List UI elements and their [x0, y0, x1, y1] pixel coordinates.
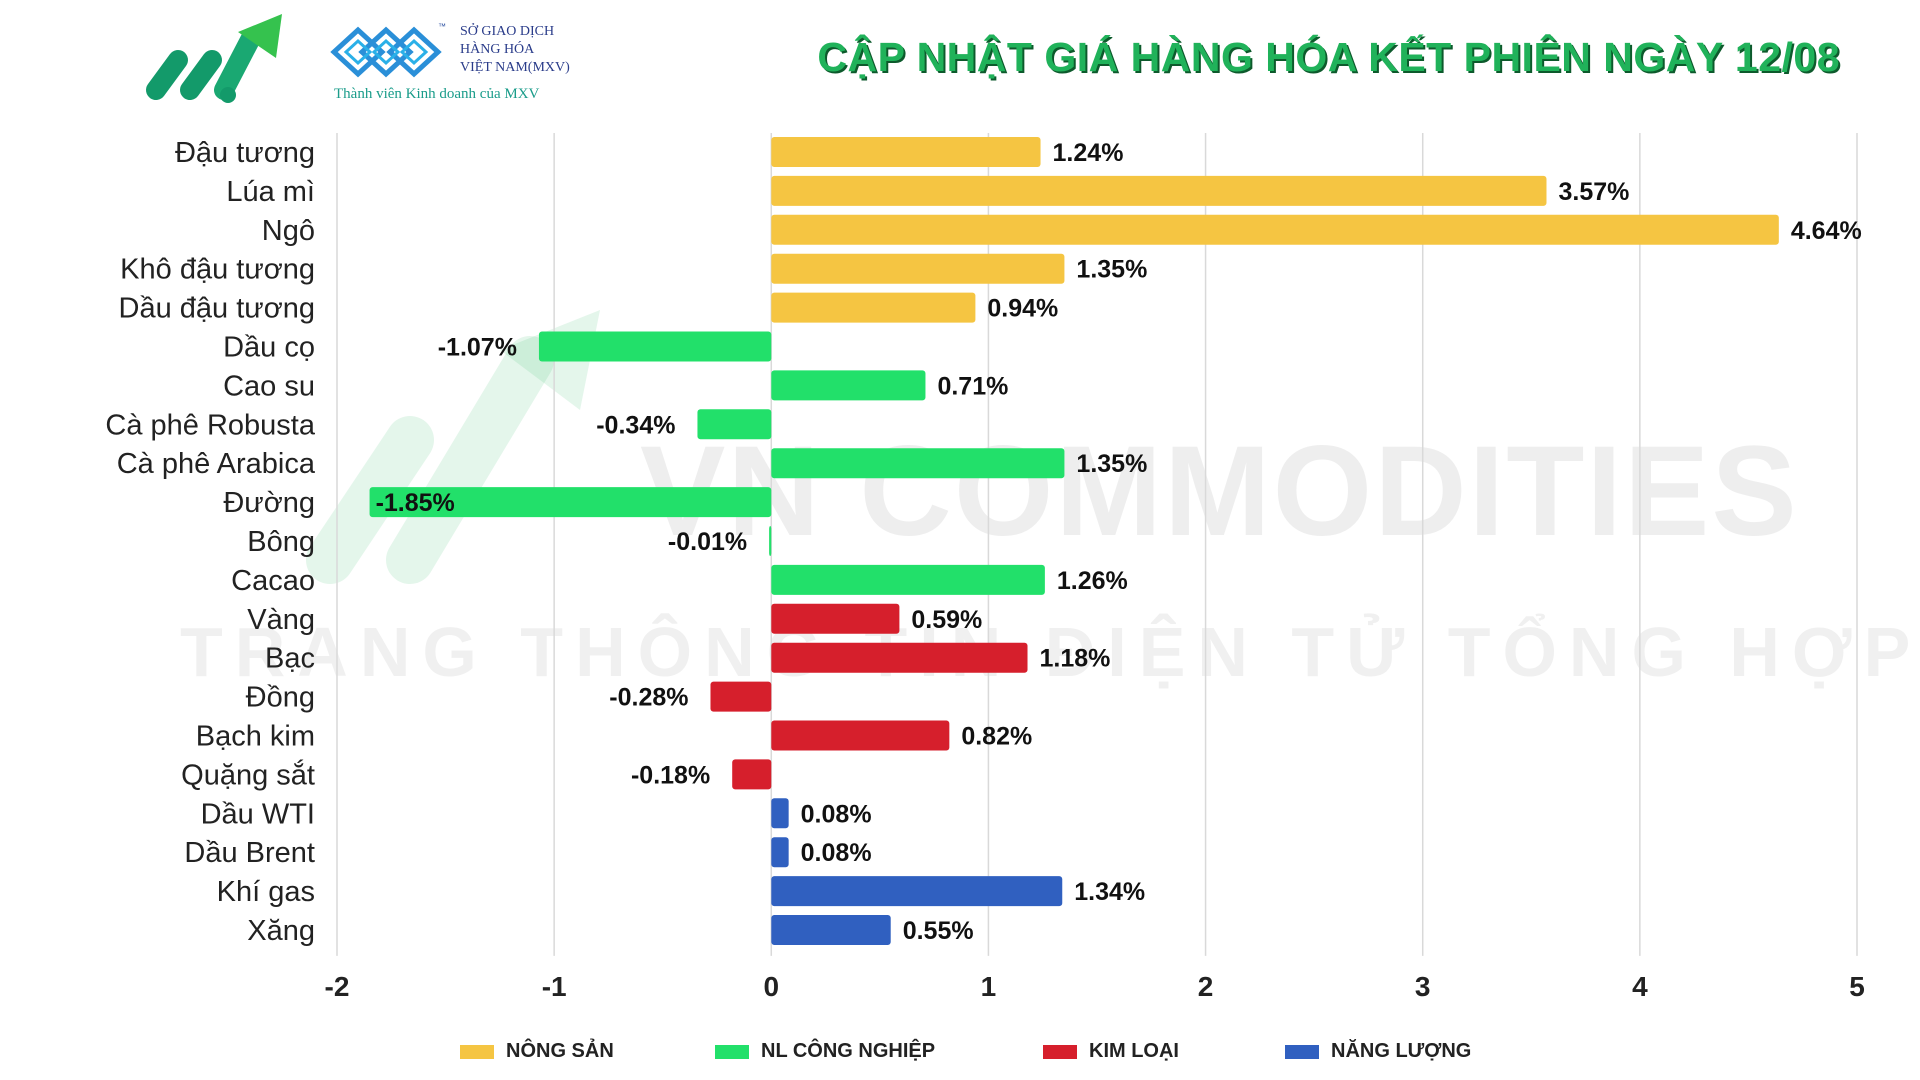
- category-label: Dầu cọ: [223, 332, 315, 364]
- category-label: Ngô: [262, 215, 315, 247]
- data-label: 0.55%: [903, 917, 974, 945]
- category-label: Quặng sắt: [181, 758, 315, 791]
- mxv-trademark: ™: [438, 22, 446, 31]
- data-label: -1.85%: [376, 489, 455, 517]
- category-label: Đậu tương: [175, 137, 315, 169]
- bar-7: [771, 370, 926, 401]
- bar-11: [769, 526, 772, 556]
- mxv-name-line2: HÀNG HÓA: [460, 42, 535, 57]
- data-label: -0.28%: [609, 684, 688, 712]
- x-tick-label: 4: [1632, 971, 1648, 1002]
- legend-item: NĂNG LƯỢNG: [1285, 1040, 1471, 1063]
- bar-2: [771, 175, 1547, 206]
- mxv-name-line1: SỞ GIAO DỊCH: [460, 24, 555, 39]
- legend-item: NL CÔNG NGHIỆP: [715, 1040, 935, 1063]
- data-label: 1.35%: [1076, 256, 1147, 284]
- data-label: -0.18%: [631, 761, 710, 789]
- category-label: Cacao: [231, 565, 315, 597]
- watermark-main: VN COMMODITIES: [640, 420, 1799, 563]
- bar-12: [771, 564, 1045, 595]
- bar-17: [732, 759, 772, 790]
- category-label: Đồng: [246, 682, 315, 714]
- bar-1: [771, 137, 1041, 167]
- data-label: 0.08%: [801, 839, 872, 867]
- category-label: Cao su: [223, 370, 315, 402]
- page-title: CẬP NHẬT GIÁ HÀNG HÓA KẾT PHIÊN NGÀY 12/…: [817, 34, 1840, 80]
- x-tick-label: -2: [325, 971, 350, 1002]
- legend-label: NÔNG SẢN: [506, 1040, 614, 1062]
- mxv-logo: ™ SỞ GIAO DỊCH HÀNG HÓA VIỆT NAM(MXV) Th…: [330, 22, 590, 112]
- data-label: 1.26%: [1057, 567, 1128, 595]
- data-label: 0.82%: [961, 723, 1032, 751]
- bar-19: [771, 837, 789, 868]
- x-tick-label: 1: [981, 971, 997, 1002]
- data-label: -0.01%: [668, 528, 747, 556]
- legend: NÔNG SẢN NL CÔNG NGHIỆP KIM LOẠI NĂNG LƯỢNG: [460, 1040, 1560, 1066]
- bar-6: [538, 331, 772, 362]
- legend-swatch: [460, 1044, 494, 1059]
- data-label: -1.07%: [438, 334, 517, 362]
- bar-18: [771, 798, 789, 829]
- data-label: -0.34%: [596, 411, 675, 439]
- bar-10: [369, 487, 772, 518]
- chart: -2 -1 0 1 2 3 4 5 Đậu tương 1.24% Lúa mì 3.57% Ngô 4.…: [105, 133, 1865, 1002]
- legend-swatch: [1043, 1044, 1077, 1059]
- mxv-name-line3: VIỆT NAM(MXV): [460, 60, 570, 75]
- bar-4: [771, 253, 1065, 284]
- category-label: Bạc: [265, 643, 315, 675]
- watermark-sub: TRANG THÔNG TIN ĐIỆN TỬ TỔNG HỢP: [180, 613, 1920, 691]
- category-label: Vàng: [247, 604, 315, 636]
- data-label: 1.35%: [1076, 450, 1147, 478]
- mxv-mark-icon: [330, 26, 442, 78]
- legend-swatch: [715, 1044, 749, 1059]
- data-label: 1.18%: [1040, 645, 1111, 673]
- brand-logo-icon: [146, 14, 282, 103]
- category-label: Dầu WTI: [201, 798, 315, 830]
- category-label: Đường: [223, 487, 315, 519]
- legend-label: NL CÔNG NGHIỆP: [761, 1040, 936, 1062]
- bar-8: [697, 409, 772, 440]
- category-label: Cà phê Arabica: [117, 448, 316, 480]
- data-label: 1.34%: [1074, 878, 1145, 906]
- mxv-tagline: Thành viên Kinh doanh của MXV: [334, 86, 540, 102]
- category-label: Bạch kim: [196, 721, 315, 753]
- bar-3: [771, 214, 1779, 245]
- legend-item: NÔNG SẢN: [460, 1040, 614, 1063]
- bar-21: [771, 915, 891, 945]
- data-label: 0.59%: [911, 606, 982, 634]
- x-tick-label: 0: [763, 971, 779, 1002]
- legend-label: NĂNG LƯỢNG: [1331, 1040, 1472, 1062]
- x-tick-label: 2: [1198, 971, 1214, 1002]
- data-label: 4.64%: [1791, 217, 1862, 245]
- category-label: Bông: [247, 526, 315, 558]
- x-tick-label: 3: [1415, 971, 1431, 1002]
- x-tick-label: -1: [542, 971, 567, 1002]
- category-label: Dầu Brent: [184, 837, 315, 869]
- data-label: 0.71%: [937, 372, 1008, 400]
- category-label: Cà phê Robusta: [105, 409, 315, 441]
- category-label: Lúa mì: [226, 176, 315, 208]
- bar-13: [771, 603, 900, 634]
- data-label: 1.24%: [1053, 139, 1124, 167]
- legend-item: KIM LOẠI: [1043, 1040, 1179, 1063]
- category-label: Khí gas: [217, 876, 315, 908]
- category-label: Xăng: [247, 915, 315, 947]
- category-label: Dầu đậu tương: [119, 293, 315, 325]
- data-label: 0.94%: [987, 295, 1058, 323]
- data-label: 0.08%: [801, 800, 872, 828]
- bar-5: [771, 292, 976, 323]
- legend-label: KIM LOẠI: [1089, 1040, 1179, 1062]
- bar-14: [771, 642, 1028, 673]
- category-label: Khô đậu tương: [120, 254, 315, 286]
- bar-9: [771, 448, 1065, 479]
- bar-16: [771, 720, 950, 751]
- legend-swatch: [1285, 1044, 1319, 1059]
- data-label: 3.57%: [1558, 178, 1629, 206]
- x-tick-label: 5: [1849, 971, 1865, 1002]
- bar-20: [771, 876, 1063, 907]
- bar-15: [710, 681, 772, 712]
